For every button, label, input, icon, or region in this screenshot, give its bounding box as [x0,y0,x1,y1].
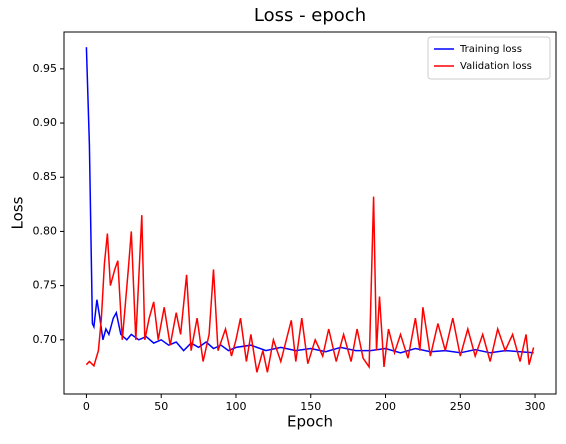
y-tick-label: 0.90 [33,116,58,129]
plot-frame [63,31,557,395]
legend-label: Validation loss [460,61,532,72]
x-tick-label: 200 [375,400,396,413]
line [85,47,534,354]
x-tick-label: 150 [300,400,321,413]
x-tick-label: 0 [83,400,90,413]
y-tick-label: 0.80 [33,224,58,237]
y-tick-label: 0.85 [33,170,58,183]
y-tick-label: 0.75 [33,279,58,292]
legend-label: Training loss [459,44,522,55]
x-tick-label: 300 [525,400,546,413]
y-axis-label: Loss [9,196,27,229]
x-tick-label: 100 [225,400,246,413]
x-tick-label: 250 [450,400,471,413]
line [85,196,535,373]
legend-box [427,36,551,80]
x-tick-label: 50 [154,400,168,413]
x-axis-label: Epoch [287,413,333,431]
y-tick-label: 0.70 [33,333,58,346]
chart-title: Loss - epoch [254,5,366,26]
y-tick-label: 0.95 [33,62,58,75]
